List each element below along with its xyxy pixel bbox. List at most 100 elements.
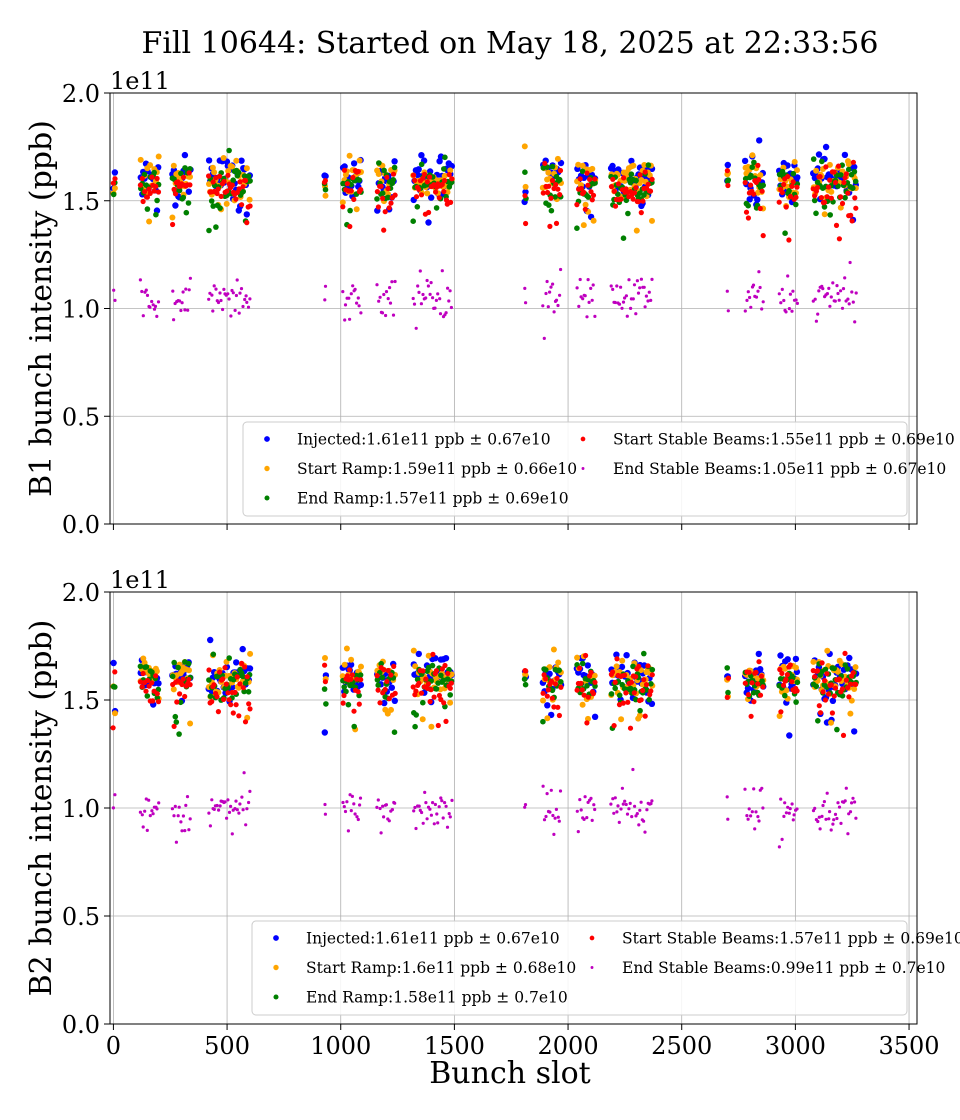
data-point [446, 286, 450, 290]
legend-label: Injected:1.61e11 ppb ± 0.67e10 [306, 930, 560, 948]
data-point [322, 172, 329, 180]
data-point [611, 188, 617, 194]
data-point [172, 814, 176, 818]
data-point [340, 204, 346, 210]
data-point [746, 817, 750, 821]
data-point [182, 693, 188, 700]
data-point [619, 285, 623, 289]
data-point [182, 165, 188, 171]
data-point [555, 704, 561, 710]
data-point [233, 702, 239, 708]
data-point [574, 202, 580, 208]
data-point [347, 296, 351, 300]
data-point [553, 816, 557, 820]
data-point [341, 684, 348, 690]
data-point [144, 677, 151, 684]
data-point [787, 307, 792, 311]
data-point [183, 308, 187, 312]
data-point [245, 689, 252, 695]
data-point [829, 295, 833, 299]
data-point [585, 816, 589, 820]
data-point [760, 182, 766, 189]
y-axis-label: B2 bunch intensity (ppb) [24, 620, 59, 997]
data-point [216, 173, 223, 179]
data-point [816, 703, 822, 709]
data-point [374, 189, 380, 195]
data-point [784, 672, 791, 678]
data-point [851, 686, 858, 692]
data-point [827, 177, 833, 183]
data-point [212, 807, 216, 812]
data-point [623, 799, 627, 803]
data-point [724, 161, 731, 169]
data-point [645, 162, 652, 168]
data-point [579, 660, 586, 667]
data-point [851, 300, 855, 304]
data-point [181, 814, 185, 818]
data-point [755, 162, 761, 168]
data-point [546, 202, 552, 208]
data-point [112, 669, 118, 675]
data-point [819, 660, 825, 666]
data-point [245, 173, 252, 179]
data-point [649, 672, 655, 678]
data-point [421, 171, 428, 177]
data-point [147, 798, 151, 802]
y-tick-label: 0.5 [62, 403, 100, 431]
data-point [145, 293, 150, 297]
data-point [247, 650, 254, 657]
data-point [445, 670, 451, 677]
data-point [752, 787, 756, 791]
data-point [441, 816, 445, 820]
data-point [222, 665, 228, 671]
data-point [357, 304, 361, 308]
data-point [813, 167, 820, 174]
data-point [211, 169, 218, 176]
data-point [144, 206, 151, 212]
data-point [579, 168, 586, 175]
data-point [247, 203, 253, 209]
data-point [551, 813, 555, 818]
data-point [650, 799, 654, 803]
data-point [786, 805, 790, 809]
data-point [344, 181, 350, 187]
data-point [850, 801, 854, 805]
data-point [822, 697, 829, 703]
data-point [418, 192, 425, 198]
data-point [611, 287, 615, 291]
data-point [795, 301, 800, 305]
data-point [780, 682, 787, 688]
data-point [583, 652, 589, 659]
data-point [170, 162, 177, 169]
data-point [625, 699, 631, 705]
data-point [225, 690, 231, 696]
data-point [555, 659, 562, 666]
legend-item-2: End Ramp:1.58e11 ppb ± 0.7e10 [273, 989, 568, 1007]
data-point [635, 279, 640, 283]
data-point [176, 731, 182, 737]
data-point [844, 666, 851, 672]
data-point [172, 202, 179, 209]
data-point [610, 176, 616, 182]
data-point [155, 189, 162, 195]
data-point [391, 313, 396, 317]
data-point [592, 176, 598, 182]
data-point [549, 177, 556, 184]
data-point [382, 815, 386, 819]
data-point [649, 217, 655, 224]
data-point [151, 188, 157, 194]
data-point [113, 298, 117, 302]
data-point [725, 182, 731, 189]
data-point [848, 697, 855, 704]
data-point [756, 815, 760, 819]
data-point [393, 279, 397, 284]
data-point [351, 196, 357, 202]
y-tick-label: 1.5 [62, 188, 100, 216]
data-point [556, 712, 563, 719]
data-point [242, 680, 249, 686]
data-point [180, 676, 186, 682]
data-point [174, 840, 178, 844]
data-point [747, 807, 751, 811]
data-point [248, 789, 252, 794]
data-point [239, 202, 245, 208]
